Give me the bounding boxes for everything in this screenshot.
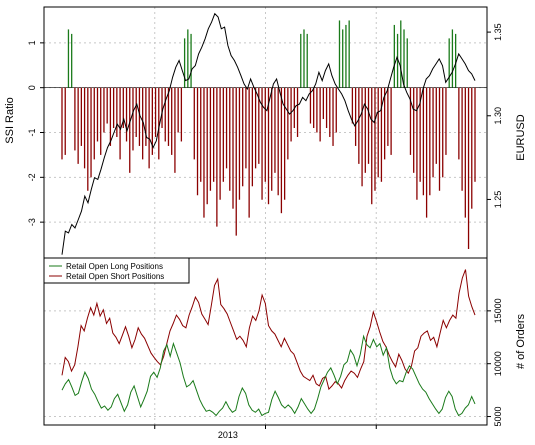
date-axis-ticks: [154, 425, 377, 429]
ssi-ratio-axis-label: SSI Ratio: [4, 97, 16, 143]
ssi-panel: -3 -2 -1 0 1 1.25 1.30 1.35 SSI Ratio EURUSD: [4, 6, 527, 259]
eurusd-tick-label: 1.25: [493, 191, 503, 209]
eurusd-axis-ticks: 1.25 1.30 1.35: [487, 23, 503, 208]
orders-tick-label: 5000: [493, 407, 503, 427]
orders-tick-label: 10000: [493, 351, 503, 376]
bottom-grid: [44, 258, 487, 425]
orders-axis-ticks: 5000 10000 15000: [487, 298, 503, 427]
ssi-tick-label: -3: [27, 218, 37, 226]
orders-tick-label: 15000: [493, 298, 503, 323]
ssi-axis-ticks: -3 -2 -1 0 1: [27, 40, 44, 226]
ssi-tick-label: -1: [27, 128, 37, 136]
short-positions-line: [61, 269, 476, 391]
long-positions-line: [61, 334, 476, 417]
legend: Retail Open Long Positions Retail Open S…: [43, 257, 190, 284]
orders-panel: 5000 10000 15000 2013 # of Orders Retail O…: [43, 257, 527, 440]
legend-box: [43, 257, 190, 284]
legend-short-label: Retail Open Short Positions: [66, 272, 164, 281]
ssi-tick-label: 0: [27, 85, 37, 90]
ssi-bars: [61, 20, 476, 250]
eurusd-line: [61, 12, 476, 255]
ssi-tick-label: -2: [27, 173, 37, 181]
eurusd-tick-label: 1.35: [493, 23, 503, 41]
year-tick-label: 2013: [218, 430, 238, 440]
legend-long-label: Retail Open Long Positions: [66, 262, 163, 271]
orders-axis-label: # of Orders: [515, 313, 527, 369]
ssi-tick-label: 1: [27, 40, 37, 45]
eurusd-axis-label: EURUSD: [515, 114, 527, 161]
eurusd-tick-label: 1.30: [493, 107, 503, 125]
